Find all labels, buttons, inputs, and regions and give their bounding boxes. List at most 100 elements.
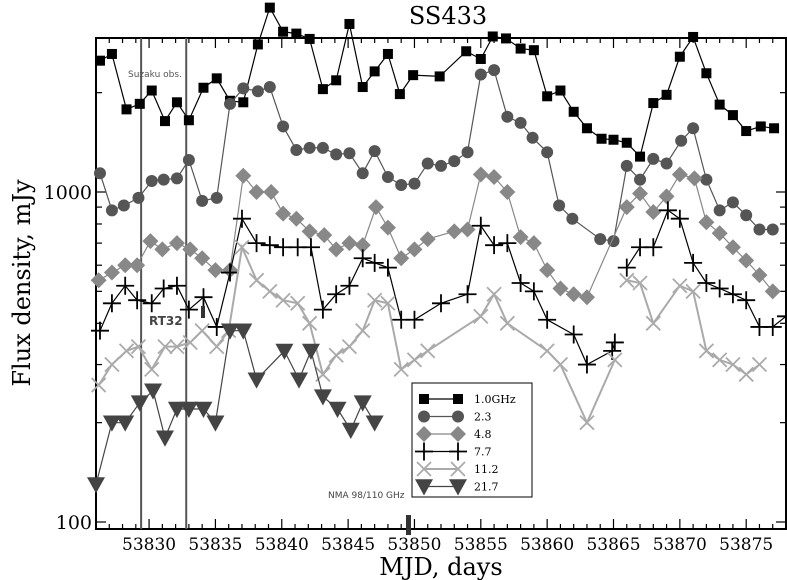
data-point (206, 415, 225, 432)
data-point (499, 315, 515, 331)
data-point (379, 219, 396, 236)
data-point (596, 133, 607, 144)
data-point (103, 264, 120, 281)
data-point (498, 234, 517, 253)
data-point (658, 188, 675, 205)
legend-marker (419, 394, 429, 404)
data-point (408, 177, 421, 190)
data-point (448, 155, 461, 168)
data-point (618, 199, 635, 216)
data-point (207, 317, 226, 336)
data-point (303, 141, 316, 154)
series-2.3 (93, 64, 779, 248)
data-point (353, 249, 372, 268)
data-point (317, 84, 328, 95)
data-point (118, 343, 135, 359)
data-point (235, 167, 252, 184)
data-point (211, 73, 222, 84)
data-point (658, 201, 677, 220)
data-point (475, 53, 486, 64)
chart-title: SS433 (409, 2, 487, 30)
data-point (130, 395, 149, 412)
data-point (645, 203, 662, 220)
data-point (566, 212, 579, 225)
data-point (343, 147, 356, 160)
data-point (340, 276, 359, 295)
data-point (764, 283, 781, 300)
data-point (210, 191, 223, 204)
data-point (617, 258, 636, 277)
data-point (486, 286, 502, 302)
data-point (539, 343, 555, 359)
data-point (154, 279, 173, 298)
data-point (275, 205, 292, 222)
data-point (94, 55, 105, 66)
data-point (365, 415, 384, 432)
data-point (316, 227, 333, 244)
legend-label: 2.3 (474, 411, 492, 424)
rt32-annotation: RT32 (149, 314, 183, 328)
data-point (688, 31, 699, 42)
series-line (99, 69, 773, 242)
data-point (446, 223, 463, 240)
data-point (248, 184, 265, 200)
legend-box (411, 382, 533, 498)
data-point (713, 204, 726, 217)
data-point (224, 97, 237, 110)
data-point (145, 174, 158, 187)
data-point (301, 315, 318, 331)
data-point (252, 39, 263, 50)
x-tick-labels: 53830 53835 53840 53845 53850 53855 53860 53865… (122, 535, 773, 555)
series-21.7 (87, 323, 384, 494)
x-tick-label: 53840 (255, 535, 309, 555)
data-point (104, 356, 120, 373)
data-point (420, 343, 436, 359)
data-point (194, 323, 210, 339)
suzaku-annotation: Suzaku obs. (128, 70, 182, 80)
data-point (117, 199, 130, 212)
data-point (354, 237, 371, 254)
data-point (132, 191, 145, 204)
data-point (301, 343, 320, 360)
data-point (91, 377, 107, 393)
y-tick-label: 100 (56, 512, 92, 534)
data-point (644, 238, 663, 257)
legend-items: 1.0GHz 2.3 4.8 7.7 11.2 21.7 (415, 393, 516, 496)
data-point (357, 82, 368, 93)
x-tick-label: 53865 (586, 535, 640, 555)
data-point (564, 325, 583, 344)
data-point (395, 179, 408, 192)
legend-item: 1.0GHz (419, 393, 516, 406)
data-point (687, 122, 700, 135)
legend-item: 11.2 (416, 461, 499, 477)
data-point (365, 253, 384, 272)
data-point (486, 169, 503, 186)
data-point (675, 134, 688, 147)
data-point (157, 338, 173, 355)
legend-marker (453, 394, 463, 404)
data-point (524, 282, 543, 301)
data-point (116, 415, 135, 432)
data-point (619, 272, 635, 288)
data-point (555, 85, 566, 96)
data-point (170, 172, 183, 185)
data-point (290, 372, 309, 389)
data-point (198, 82, 209, 93)
data-point (380, 295, 396, 311)
data-point (511, 273, 530, 292)
data-point (607, 352, 623, 368)
data-point (260, 236, 279, 255)
data-point (472, 166, 489, 183)
x-tick-label: 53850 (387, 535, 441, 555)
data-point (301, 223, 318, 240)
data-point (179, 300, 198, 319)
data-point (156, 430, 174, 447)
data-point (660, 157, 673, 170)
data-point (275, 343, 294, 360)
data-point (168, 235, 185, 252)
data-point (539, 262, 556, 279)
y-tick-labels: 100 1000 (44, 182, 92, 534)
data-point (552, 280, 569, 297)
data-point (129, 257, 146, 274)
